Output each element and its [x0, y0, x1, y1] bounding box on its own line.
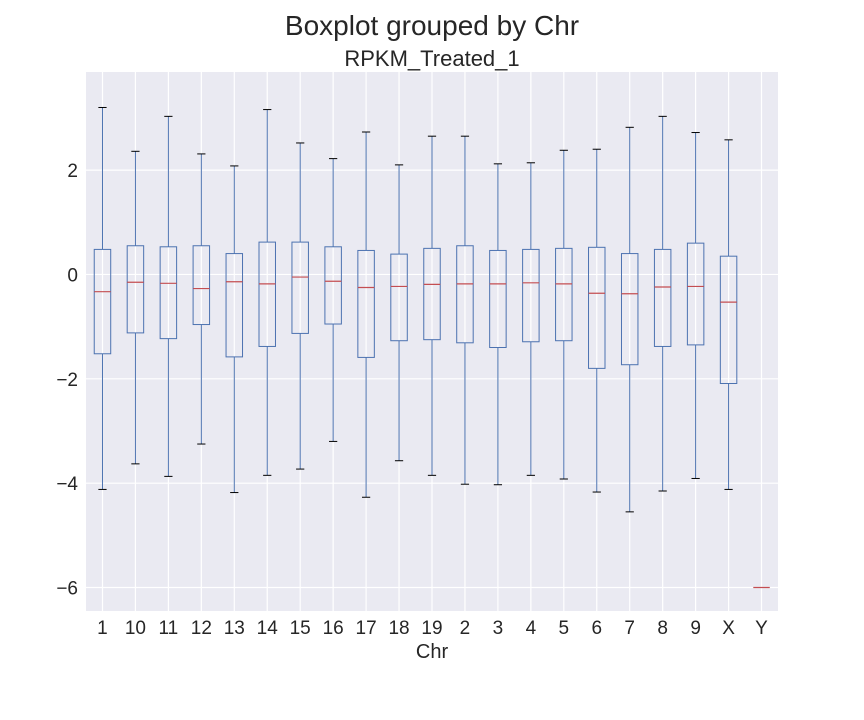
- box-body: [489, 249, 507, 349]
- chart-title: RPKM_Treated_1: [344, 46, 519, 71]
- box-body: [291, 241, 309, 334]
- box-group: [126, 150, 145, 465]
- box-body: [719, 255, 738, 385]
- box-group: [93, 106, 112, 490]
- box-body: [126, 245, 145, 334]
- box-body: [555, 247, 573, 342]
- x-tick-label: 14: [257, 618, 279, 639]
- box-group: [324, 158, 342, 442]
- x-tick-label: X: [722, 618, 735, 639]
- y-tick-label: −6: [56, 579, 78, 600]
- x-tick-label: 7: [624, 618, 635, 639]
- box-group: [258, 109, 276, 476]
- box-body: [686, 242, 705, 346]
- box-body: [225, 253, 244, 358]
- box-body: [93, 248, 112, 355]
- chart-suptitle: Boxplot grouped by Chr: [285, 10, 579, 41]
- x-axis-label: Chr: [416, 641, 449, 663]
- box-group: [192, 153, 211, 445]
- x-tick-label: 18: [388, 618, 409, 639]
- x-tick-label: 11: [159, 618, 179, 639]
- box-body: [653, 248, 672, 347]
- box-body: [620, 253, 639, 366]
- box-group: [423, 135, 441, 476]
- x-tick-label: 3: [493, 618, 504, 639]
- box-body: [357, 249, 375, 358]
- box-group: [555, 149, 573, 480]
- box-group: [489, 163, 507, 486]
- box-series: [93, 106, 770, 589]
- box-body: [159, 246, 178, 340]
- y-tick-label: 0: [67, 265, 78, 286]
- box-body: [588, 246, 606, 369]
- x-tick-label: 1: [97, 618, 108, 639]
- box-group: [719, 139, 738, 490]
- x-tick-label: 13: [224, 618, 245, 639]
- box-body: [324, 246, 342, 325]
- box-body: [456, 245, 474, 344]
- box-group: [686, 132, 705, 479]
- x-tick-label: 15: [290, 618, 311, 639]
- x-tick-label: 16: [323, 618, 344, 639]
- box-group: [291, 142, 309, 470]
- box-body: [390, 253, 408, 342]
- box-group: [522, 162, 540, 476]
- x-tick-label: 17: [356, 618, 377, 639]
- x-tick-label: 9: [690, 618, 701, 639]
- x-tick-label: 4: [526, 618, 537, 639]
- box-body: [522, 248, 540, 343]
- box-group: [588, 148, 606, 493]
- y-tick-label: −2: [56, 370, 78, 391]
- box-group: [225, 165, 244, 494]
- box-group: [159, 115, 178, 477]
- x-tick-label: 2: [460, 618, 471, 639]
- box-body: [192, 245, 211, 326]
- box-body: [258, 241, 276, 347]
- box-group: [620, 126, 639, 513]
- x-tick-label: 10: [125, 618, 146, 639]
- x-tick-label: Y: [755, 618, 768, 639]
- x-tick-label: 19: [421, 618, 442, 639]
- x-tick-label: 5: [559, 618, 570, 639]
- x-tick-label: 12: [191, 618, 212, 639]
- x-tick-label: 6: [591, 618, 602, 639]
- y-tick-label: 2: [67, 161, 78, 182]
- box-group: [357, 131, 375, 498]
- box-group: [456, 135, 474, 485]
- x-axis-ticks: 1 10 11 12 13 14 15 16 17 18 19 2 3 4 5 6 7 8 9 X Y: [97, 618, 768, 639]
- y-tick-label: −4: [56, 474, 78, 495]
- box-group: [653, 115, 672, 492]
- box-group: [390, 164, 408, 462]
- box-body: [423, 247, 441, 341]
- y-axis-ticks: 2 0 −2 −4 −6: [56, 161, 78, 599]
- x-tick-label: 8: [657, 618, 668, 639]
